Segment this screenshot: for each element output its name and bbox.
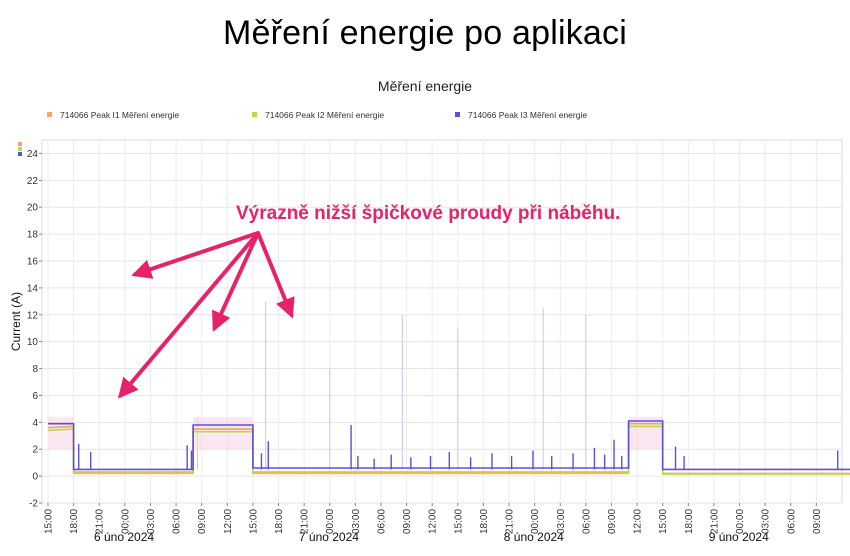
y-tick-label: 12	[27, 310, 39, 321]
y-tick-label: 6	[32, 391, 38, 402]
callout-arrow	[256, 231, 295, 319]
y-tick-label: 22	[27, 176, 39, 187]
x-tick-label: 00:00	[325, 509, 336, 534]
x-tick-label: 15:00	[658, 509, 669, 534]
legend-swatch-i2	[252, 112, 257, 118]
x-tick-label: 12:00	[428, 509, 439, 534]
x-tick-label: 09:00	[812, 509, 823, 534]
x-tick-label: 03:00	[351, 509, 362, 534]
x-tick-label: 09:00	[607, 509, 618, 534]
y-tick-label: 24	[27, 149, 39, 160]
x-tick-label: 21:00	[95, 509, 106, 534]
x-tick-label: 09:00	[402, 509, 413, 534]
x-tick-label: 06:00	[786, 509, 797, 534]
x-tick-label: 00:00	[735, 509, 746, 534]
y-tick-label: 16	[27, 257, 39, 268]
y-tick-label: 14	[27, 283, 39, 294]
corner-marker-1	[18, 142, 22, 146]
x-tick-label: 06:00	[172, 509, 183, 534]
x-tick-label: 03:00	[761, 509, 772, 534]
date-label: 8 úno 2024	[504, 530, 564, 544]
y-tick-label: 18	[27, 230, 39, 241]
high-load-band	[193, 416, 253, 450]
date-label: 7 úno 2024	[299, 530, 359, 544]
y-tick-label: 8	[32, 364, 38, 375]
legend-swatch-i3	[455, 112, 460, 118]
legend-label-i3: 714066 Peak I3 Měření energie	[468, 109, 588, 120]
legend-item-i1[interactable]: 714066 Peak I1 Měření energie	[47, 109, 179, 123]
corner-marker-3	[18, 152, 22, 156]
x-tick-label: 03:00	[146, 509, 157, 534]
x-tick-label: 12:00	[223, 509, 234, 534]
y-tick-label: 2	[32, 445, 38, 456]
x-tick-label: 06:00	[376, 509, 387, 534]
y-tick-label: 20	[27, 203, 39, 214]
high-load-band	[48, 416, 74, 450]
x-tick-label: 00:00	[120, 509, 131, 534]
corner-marker-2	[18, 147, 22, 151]
x-tick-label: 18:00	[274, 509, 285, 534]
slide-title: Měření energie po aplikaci	[223, 14, 627, 52]
series-line-3	[48, 420, 850, 471]
x-tick-label: 15:00	[248, 509, 259, 534]
x-tick-label: 21:00	[505, 509, 516, 534]
x-tick-label: 06:00	[581, 509, 592, 534]
legend-label-i1: 714066 Peak I1 Měření energie	[60, 109, 180, 120]
legend-item-i3[interactable]: 714066 Peak I3 Měření energie	[455, 109, 587, 123]
x-tick-label: 21:00	[300, 509, 311, 534]
high-load-band	[628, 416, 663, 450]
legend-label-i2: 714066 Peak I2 Měření energie	[265, 109, 385, 120]
callout-arrow	[117, 231, 260, 399]
y-tick-label: 0	[32, 472, 38, 483]
y-axis-label: Current (A)	[9, 292, 23, 351]
plot-area	[41, 139, 843, 504]
legend-swatch-i1	[47, 112, 52, 118]
x-tick-label: 03:00	[556, 509, 567, 534]
y-tick-label: 4	[32, 418, 38, 429]
date-label: 6 úno 2024	[94, 530, 154, 544]
callout-arrow	[212, 231, 260, 332]
x-tick-label: 15:00	[453, 509, 464, 534]
y-tick-label: -2	[29, 499, 38, 510]
x-tick-label: 18:00	[684, 509, 695, 534]
x-tick-label: 21:00	[709, 509, 720, 534]
x-tick-label: 12:00	[633, 509, 644, 534]
chart-title: Měření energie	[377, 78, 473, 94]
x-tick-label: 09:00	[197, 509, 208, 534]
legend-item-i2[interactable]: 714066 Peak I2 Měření energie	[252, 109, 384, 123]
callout-arrow	[131, 231, 260, 279]
x-tick-label: 18:00	[69, 509, 80, 534]
y-tick-label: 10	[27, 337, 39, 348]
x-tick-label: 00:00	[530, 509, 541, 534]
callout-text: Výrazně nižší špičkové proudy při náběhu…	[236, 203, 621, 224]
x-tick-label: 18:00	[479, 509, 490, 534]
date-label: 9 úno 2024	[709, 530, 769, 544]
x-tick-label: 15:00	[44, 509, 55, 534]
